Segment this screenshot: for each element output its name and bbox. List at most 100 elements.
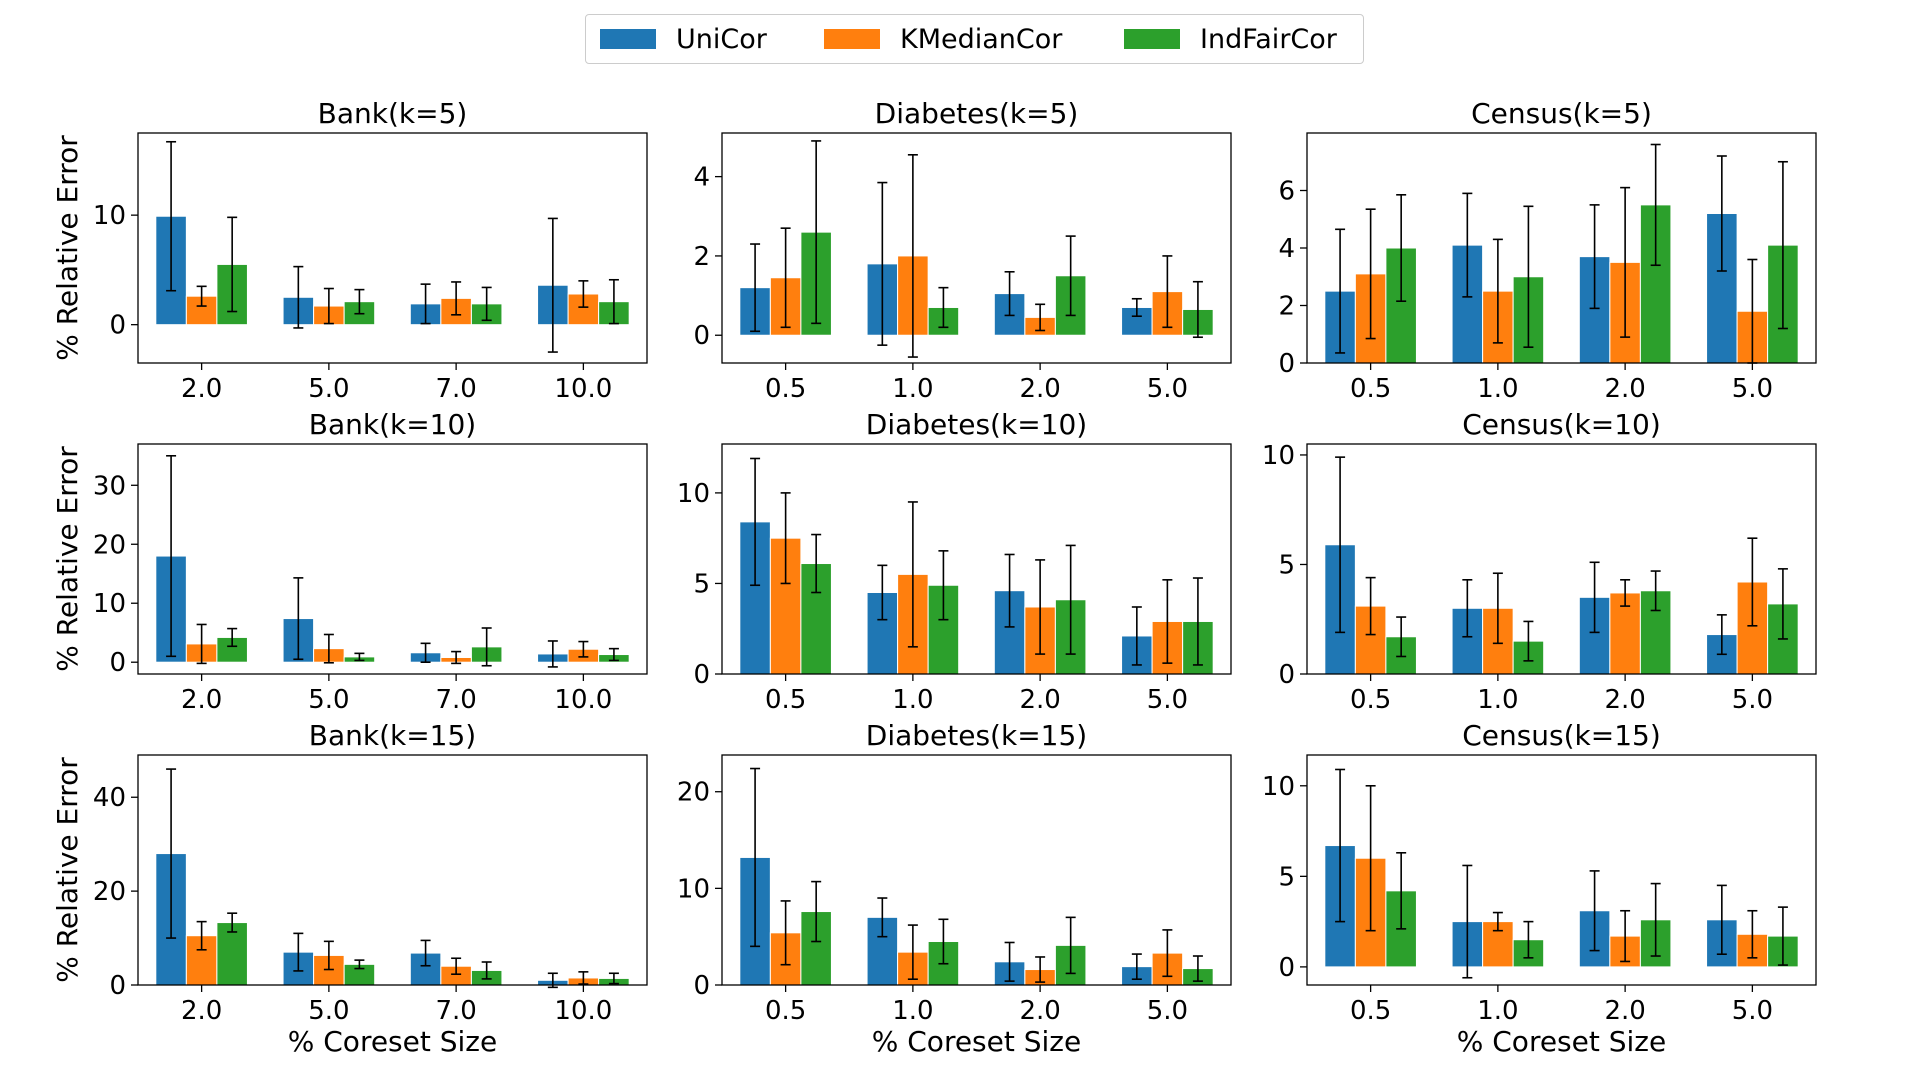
chart-6-bar — [216, 922, 248, 986]
chart-0-ytick-label: 0 — [109, 311, 126, 341]
chart-8-title: Census(k=15) — [1462, 719, 1661, 752]
chart-7-xtick-label: 1.0 — [892, 996, 933, 1026]
chart-7-xtick-label: 0.5 — [765, 996, 806, 1026]
chart-6-ytick-label: 0 — [109, 971, 126, 1001]
legend-label-indfaircor: IndFairCor — [1200, 23, 1337, 55]
chart-5-xtick-label: 2.0 — [1604, 685, 1645, 715]
chart-6-ytick-label: 20 — [93, 877, 126, 907]
chart-5-xtick-label: 5.0 — [1732, 685, 1773, 715]
chart-8-ytick-label: 10 — [1262, 772, 1295, 802]
chart-5-title: Census(k=10) — [1462, 408, 1661, 441]
chart-3-xtick-label: 2.0 — [181, 685, 222, 715]
chart-3-title: Bank(k=10) — [309, 408, 476, 441]
chart-2-xtick-label: 5.0 — [1732, 374, 1773, 404]
chart-1-xtick-label: 2.0 — [1019, 374, 1060, 404]
chart-7-ytick-label: 10 — [677, 874, 710, 904]
chart-0-xtick-label: 7.0 — [435, 374, 476, 404]
chart-1-xtick-label: 5.0 — [1147, 374, 1188, 404]
chart-4-xtick-label: 2.0 — [1019, 685, 1060, 715]
chart-5-xtick-label: 0.5 — [1350, 685, 1391, 715]
chart-0-xtick-label: 5.0 — [308, 374, 349, 404]
chart-4-title: Diabetes(k=10) — [866, 408, 1087, 441]
chart-8-xtick-label: 5.0 — [1732, 996, 1773, 1026]
chart-1-title: Diabetes(k=5) — [875, 97, 1079, 130]
chart-3-axes-frame — [137, 443, 648, 675]
chart-6-axes-frame — [137, 754, 648, 986]
chart-2-xtick-label: 0.5 — [1350, 374, 1391, 404]
chart-1-ytick-label: 2 — [693, 242, 710, 272]
chart-7-title: Diabetes(k=15) — [866, 719, 1087, 752]
chart-8-xtick-label: 1.0 — [1477, 996, 1518, 1026]
chart-8-ytick-label: 0 — [1278, 953, 1295, 983]
chart-6-xtick-label: 2.0 — [181, 996, 222, 1026]
chart-0-xtick-label: 2.0 — [181, 374, 222, 404]
chart-4-ytick-label: 0 — [693, 660, 710, 690]
chart-2-xtick-label: 2.0 — [1604, 374, 1645, 404]
legend-entry-unicor: UniCor — [600, 15, 767, 63]
legend-swatch-indfaircor — [1124, 29, 1180, 49]
chart-6-xtick-label: 7.0 — [435, 996, 476, 1026]
chart-0-axes-frame — [137, 132, 648, 364]
chart-8-ytick-label: 5 — [1278, 862, 1295, 892]
chart-7-ytick-label: 0 — [693, 971, 710, 1001]
chart-1-xtick-label: 0.5 — [765, 374, 806, 404]
legend-label-unicor: UniCor — [676, 23, 767, 55]
chart-2-title: Census(k=5) — [1471, 97, 1652, 130]
chart-4-ytick-label: 10 — [677, 479, 710, 509]
legend-entry-indfaircor: IndFairCor — [1124, 15, 1337, 63]
chart-6-xtick-label: 5.0 — [308, 996, 349, 1026]
chart-1-xtick-label: 1.0 — [892, 374, 933, 404]
chart-4-axes-frame — [721, 443, 1232, 675]
chart-1-axes-frame — [721, 132, 1232, 364]
chart-7-ytick-label: 20 — [677, 778, 710, 808]
chart-3-ylabel: % Relative Error — [51, 446, 84, 672]
legend-swatch-unicor — [600, 29, 656, 49]
chart-6-xtick-label: 10.0 — [554, 996, 612, 1026]
chart-1-ytick-label: 0 — [693, 321, 710, 351]
chart-5-axes-frame — [1306, 443, 1817, 675]
chart-6-xlabel: % Coreset Size — [288, 1025, 497, 1058]
chart-4-ytick-label: 5 — [693, 569, 710, 599]
chart-6-title: Bank(k=15) — [309, 719, 476, 752]
chart-8-xtick-label: 2.0 — [1604, 996, 1645, 1026]
legend-swatch-kmediancor — [824, 29, 880, 49]
chart-2-ytick-label: 6 — [1278, 177, 1295, 207]
chart-2-xtick-label: 1.0 — [1477, 374, 1518, 404]
chart-2-ytick-label: 0 — [1278, 349, 1295, 379]
chart-0-bar — [185, 295, 218, 326]
chart-0-ytick-label: 10 — [93, 201, 126, 231]
chart-0-xtick-label: 10.0 — [554, 374, 612, 404]
chart-8-xlabel: % Coreset Size — [1457, 1025, 1666, 1058]
chart-3-xtick-label: 7.0 — [435, 685, 476, 715]
chart-8-axes-frame — [1306, 754, 1817, 986]
chart-2-ytick-label: 4 — [1278, 234, 1295, 264]
legend-label-kmediancor: KMedianCor — [900, 23, 1063, 55]
chart-0-ylabel: % Relative Error — [51, 135, 84, 361]
chart-1-ytick-label: 4 — [693, 163, 710, 193]
chart-3-xtick-label: 10.0 — [554, 685, 612, 715]
chart-5-xtick-label: 1.0 — [1477, 685, 1518, 715]
legend: UniCor KMedianCor IndFairCor — [585, 14, 1364, 64]
chart-7-xtick-label: 2.0 — [1019, 996, 1060, 1026]
chart-0-title: Bank(k=5) — [318, 97, 468, 130]
chart-4-xtick-label: 1.0 — [892, 685, 933, 715]
chart-2-ytick-label: 2 — [1278, 292, 1295, 322]
chart-3-ytick-label: 20 — [93, 530, 126, 560]
chart-6-ylabel: % Relative Error — [51, 757, 84, 983]
legend-entry-kmediancor: KMedianCor — [824, 15, 1062, 63]
chart-7-xlabel: % Coreset Size — [872, 1025, 1081, 1058]
chart-3-ytick-label: 0 — [109, 648, 126, 678]
chart-6-ytick-label: 40 — [93, 783, 126, 813]
chart-4-xtick-label: 5.0 — [1147, 685, 1188, 715]
chart-5-ytick-label: 5 — [1278, 550, 1295, 580]
chart-7-xtick-label: 5.0 — [1147, 996, 1188, 1026]
chart-4-xtick-label: 0.5 — [765, 685, 806, 715]
chart-5-ytick-label: 10 — [1262, 441, 1295, 471]
chart-8-xtick-label: 0.5 — [1350, 996, 1391, 1026]
chart-3-xtick-label: 5.0 — [308, 685, 349, 715]
chart-5-ytick-label: 0 — [1278, 660, 1295, 690]
chart-7-axes-frame — [721, 754, 1232, 986]
chart-3-ytick-label: 30 — [93, 471, 126, 501]
chart-3-ytick-label: 10 — [93, 589, 126, 619]
